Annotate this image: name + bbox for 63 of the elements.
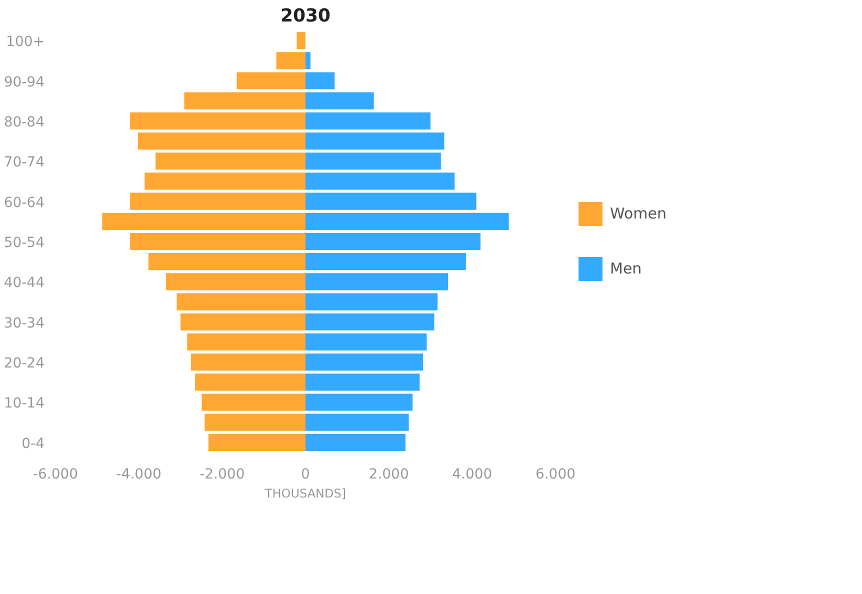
bar <box>180 313 306 330</box>
bar <box>306 354 423 371</box>
bar <box>306 394 413 411</box>
y-tick-label: 10-14 <box>4 396 45 412</box>
bar <box>306 92 374 110</box>
bar <box>202 394 306 411</box>
bar <box>306 293 438 310</box>
bar <box>306 232 480 250</box>
bar <box>276 52 306 70</box>
legend-label: Women <box>610 204 666 222</box>
x-tick-label: 4.000 <box>452 466 492 482</box>
bar <box>306 52 310 70</box>
bar <box>187 333 306 351</box>
legend-label: Men <box>610 260 642 278</box>
bar <box>138 132 306 150</box>
bar <box>306 414 409 431</box>
bar <box>130 232 306 250</box>
x-tick-label: 2.000 <box>368 466 409 482</box>
bar <box>190 354 306 371</box>
bar <box>144 172 306 190</box>
x-tick-label: 0 <box>301 466 310 482</box>
bar <box>306 212 509 230</box>
bar <box>166 273 306 290</box>
bar <box>176 293 306 310</box>
x-tick-label: -2.000 <box>200 466 245 482</box>
bar <box>306 152 441 170</box>
y-tick-label: 40-44 <box>4 275 45 292</box>
bar <box>306 434 406 451</box>
bar <box>306 112 430 130</box>
y-tick-label: 20-24 <box>4 356 45 372</box>
bar <box>130 192 306 210</box>
bar <box>204 414 306 431</box>
chart-title: 2030 <box>280 6 331 26</box>
y-tick-label: 100+ <box>6 34 44 50</box>
bar <box>156 152 306 170</box>
y-tick-label: 0-4 <box>22 436 45 452</box>
bar <box>148 253 306 270</box>
bar <box>236 72 306 90</box>
bar <box>306 192 476 210</box>
y-tick-label: 70-74 <box>4 154 45 171</box>
bar <box>184 92 306 110</box>
bar <box>306 374 420 391</box>
x-tick-label: -6.000 <box>32 466 78 482</box>
y-tick-label: 50-54 <box>4 235 45 251</box>
y-tick-label: 90-94 <box>4 74 45 90</box>
bar <box>102 212 306 230</box>
bar <box>306 172 455 190</box>
x-axis-title: THOUSANDS] <box>264 486 346 500</box>
y-tick-label: 80-84 <box>4 114 45 130</box>
bar <box>306 273 448 290</box>
bar <box>306 72 335 90</box>
bar <box>195 374 306 391</box>
y-tick-label: 60-64 <box>4 194 45 211</box>
bar <box>208 434 306 451</box>
x-tick-label: 6.000 <box>535 466 576 482</box>
bar <box>306 253 466 270</box>
bar <box>306 313 434 330</box>
y-tick-label: 30-34 <box>4 315 45 332</box>
bar <box>296 32 306 50</box>
bar <box>130 112 306 130</box>
bar <box>306 132 444 150</box>
x-tick-label: -4.000 <box>116 466 162 482</box>
bar <box>306 333 427 351</box>
